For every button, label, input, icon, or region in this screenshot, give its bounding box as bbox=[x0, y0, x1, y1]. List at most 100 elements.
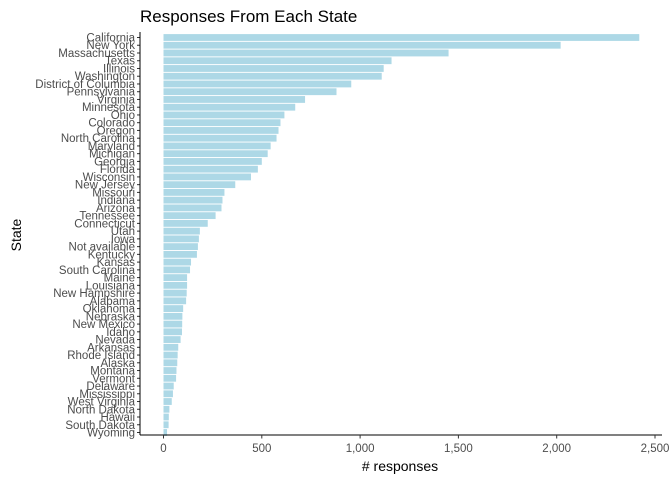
bar-north-carolina bbox=[163, 134, 277, 142]
bar-north-dakota bbox=[163, 405, 170, 413]
bar-arkansas bbox=[163, 343, 179, 351]
y-tick-label: West Virginia bbox=[68, 397, 136, 409]
x-tick-label: 500 bbox=[252, 443, 271, 455]
y-tick-label: Louisiana bbox=[86, 280, 136, 292]
y-tick-label: Massachusetts bbox=[58, 48, 135, 60]
y-tick-label: Florida bbox=[100, 164, 136, 176]
y-tick-label: Kentucky bbox=[88, 249, 136, 261]
bar-kansas bbox=[163, 258, 192, 266]
bar-arizona bbox=[163, 204, 222, 212]
y-tick-label: North Carolina bbox=[61, 133, 136, 145]
bar-new-mexico bbox=[163, 320, 183, 328]
y-tick-label: Washington bbox=[75, 71, 135, 83]
y-tick-label: Kansas bbox=[97, 257, 136, 269]
bar-michigan bbox=[163, 150, 268, 158]
bar-colorado bbox=[163, 119, 281, 127]
y-tick-label: Illinois bbox=[103, 63, 135, 75]
bar-georgia bbox=[163, 158, 262, 165]
y-tick-label: Alabama bbox=[90, 296, 136, 308]
bar-wisconsin bbox=[163, 173, 251, 181]
bar-mississippi bbox=[163, 390, 173, 398]
y-tick-label: New York bbox=[86, 40, 135, 52]
y-tick-label: Hawaii bbox=[100, 412, 135, 424]
bar-alabama bbox=[163, 297, 187, 305]
y-tick-label: Wyoming bbox=[87, 428, 135, 440]
bar-maryland bbox=[163, 142, 271, 150]
x-tick-label: 0 bbox=[160, 443, 166, 455]
bar-montana bbox=[163, 367, 177, 374]
bar-nevada bbox=[163, 336, 181, 343]
y-tick-label: Arizona bbox=[96, 203, 136, 215]
y-tick-label: Minnesota bbox=[82, 102, 136, 114]
y-tick-label: Ohio bbox=[111, 110, 135, 122]
x-axis: 0 500 1,000 1,500 2,000 2,500 bbox=[160, 435, 669, 455]
y-tick-label: Arkansas bbox=[87, 342, 135, 354]
y-tick-label: Wisconsin bbox=[83, 172, 135, 184]
bar-rhode-island bbox=[163, 351, 178, 359]
y-tick-label: Indiana bbox=[97, 195, 135, 207]
bar-texas bbox=[163, 57, 392, 65]
y-tick-label: South Dakota bbox=[65, 420, 135, 432]
x-tick-label: 1,500 bbox=[444, 443, 473, 455]
chart-title: Responses From Each State bbox=[140, 7, 357, 26]
y-tick-label: Pennsylvania bbox=[67, 87, 136, 99]
bar-florida bbox=[163, 165, 258, 173]
y-tick-label: North Dakota bbox=[67, 404, 135, 416]
y-tick-label: California bbox=[86, 33, 135, 45]
bars-group bbox=[163, 34, 640, 436]
y-tick-label: Mississippi bbox=[79, 389, 135, 401]
bar-utah bbox=[163, 227, 200, 235]
bar-pennsylvania bbox=[163, 88, 337, 96]
y-tick-label: Alaska bbox=[100, 358, 135, 370]
bar-oregon bbox=[163, 127, 279, 134]
x-tick-label: 2,500 bbox=[641, 443, 670, 455]
y-tick-label: Maryland bbox=[88, 141, 135, 153]
y-tick-label: New Mexico bbox=[72, 319, 135, 331]
y-tick-label: New Hampshire bbox=[53, 288, 135, 300]
bar-washington bbox=[163, 72, 382, 80]
bar-tennessee bbox=[163, 212, 216, 220]
y-tick-label: Nevada bbox=[95, 335, 135, 347]
bar-nebraska bbox=[163, 312, 183, 320]
bar-maine bbox=[163, 274, 188, 282]
bar-iowa bbox=[163, 235, 199, 243]
y-tick-label: Tennessee bbox=[79, 211, 135, 223]
x-axis-title: # responses bbox=[362, 458, 438, 474]
y-tick-label: Utah bbox=[111, 226, 135, 238]
bar-massachusetts bbox=[163, 49, 449, 57]
x-tick-label: 1,000 bbox=[346, 443, 375, 455]
y-tick-label: Vermont bbox=[92, 373, 136, 385]
bar-missouri bbox=[163, 188, 225, 196]
bar-virginia bbox=[163, 96, 306, 103]
y-tick-label: Not available bbox=[69, 242, 135, 254]
bar-south-dakota bbox=[163, 421, 169, 429]
bar-wyoming bbox=[163, 429, 168, 436]
bar-new-jersey bbox=[163, 181, 236, 189]
bar-louisiana bbox=[163, 281, 188, 289]
bar-new-york bbox=[163, 41, 561, 49]
y-tick-label: Georgia bbox=[94, 156, 136, 168]
bar-indiana bbox=[163, 196, 223, 204]
bar-south-carolina bbox=[163, 266, 191, 274]
bar-california bbox=[163, 34, 640, 41]
y-tick-label: Montana bbox=[90, 366, 135, 378]
y-tick-label: New Jersey bbox=[75, 180, 135, 192]
y-tick-label: South Carolina bbox=[59, 265, 136, 277]
y-tick-label: Rhode Island bbox=[67, 350, 135, 362]
y-tick-label: Connecticut bbox=[74, 218, 136, 230]
y-tick-label: District of Columbia bbox=[35, 79, 135, 91]
y-tick-label: Oregon bbox=[97, 125, 135, 137]
bar-new-hampshire bbox=[163, 289, 187, 297]
bar-minnesota bbox=[163, 103, 296, 111]
bar-idaho bbox=[163, 328, 182, 336]
bar-not-available bbox=[163, 243, 198, 251]
y-tick-label: Nebraska bbox=[86, 311, 136, 323]
y-tick-label: Virginia bbox=[97, 94, 136, 106]
y-tick-label: Colorado bbox=[88, 118, 135, 130]
y-tick-label: Idaho bbox=[106, 327, 135, 339]
bar-hawaii bbox=[163, 413, 169, 421]
bar-district-of-columbia bbox=[163, 80, 352, 88]
bar-west-virginia bbox=[163, 398, 172, 405]
